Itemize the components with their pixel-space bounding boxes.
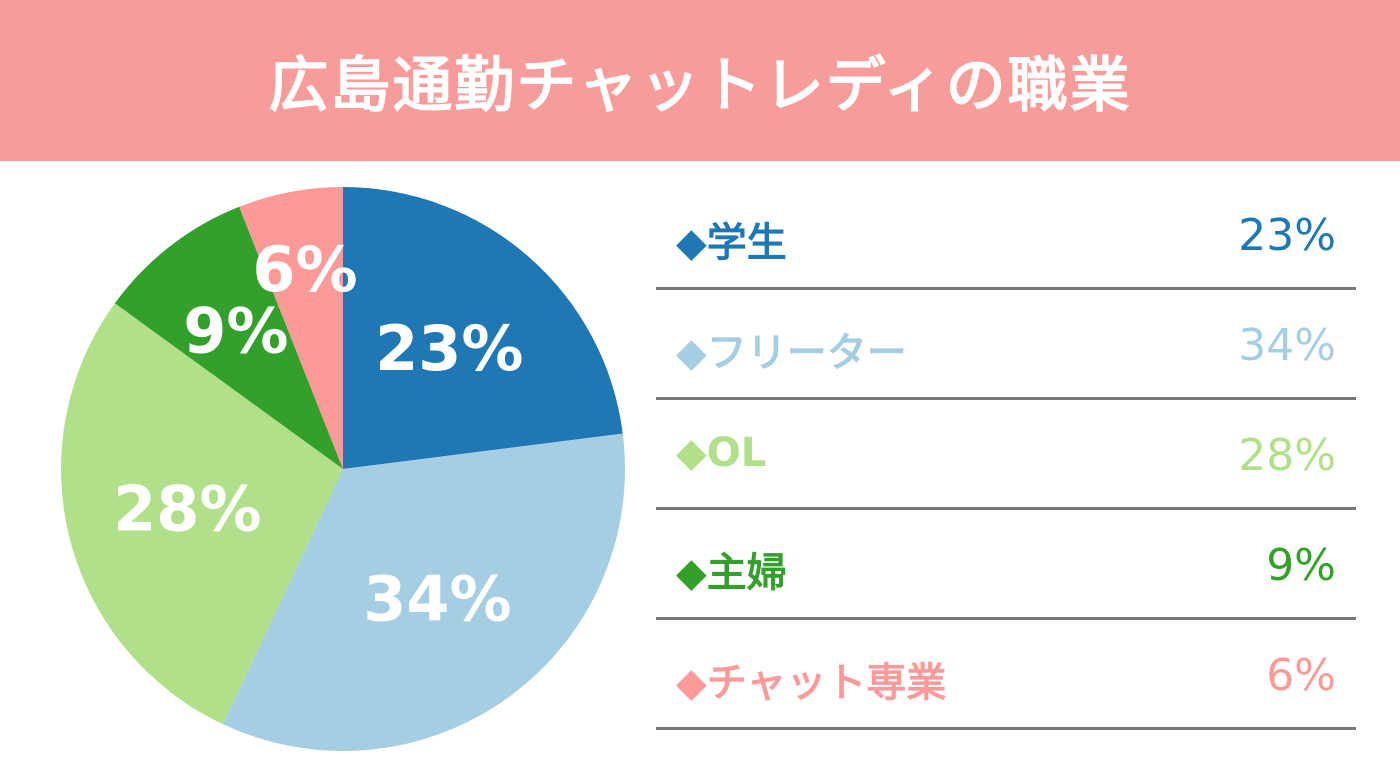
legend-label-housewife: ◆主婦 bbox=[676, 540, 787, 598]
diamond-icon: ◆ bbox=[676, 550, 707, 596]
legend-row-chat-fulltime: ◆チャット専業 6% bbox=[656, 620, 1356, 730]
legend-value-freeter: 34% bbox=[1238, 320, 1336, 371]
diamond-icon: ◆ bbox=[676, 430, 707, 476]
legend-value-student: 23% bbox=[1238, 210, 1336, 261]
legend-label-freeter: ◆フリーター bbox=[676, 320, 907, 378]
legend-name-student: 学生 bbox=[706, 220, 787, 266]
legend-row-student: ◆学生 23% bbox=[656, 180, 1356, 290]
title-banner: 広島通勤チャットレディの職業 bbox=[0, 0, 1400, 161]
legend-row-ol: ◆OL 28% bbox=[656, 400, 1356, 510]
legend-name-ol: OL bbox=[706, 430, 767, 476]
legend-label-student: ◆学生 bbox=[676, 210, 787, 268]
pie-slice-student bbox=[343, 187, 623, 469]
slice-label-chat-fulltime: 6% bbox=[252, 233, 357, 306]
legend-row-housewife: ◆主婦 9% bbox=[656, 510, 1356, 620]
pie-chart: 23% 34% 28% 9%6% bbox=[61, 187, 625, 751]
slice-label-housewife: 9% bbox=[183, 294, 288, 367]
legend-label-chat-fulltime: ◆チャット専業 bbox=[676, 650, 946, 708]
slice-label-ol: 28% bbox=[113, 472, 261, 545]
pie-slice-freeter bbox=[222, 433, 625, 751]
legend-name-housewife: 主婦 bbox=[706, 550, 787, 596]
pie-slice-ol bbox=[61, 303, 343, 725]
diamond-icon: ◆ bbox=[676, 220, 707, 266]
legend: ◆学生 23% ◆フリーター 34% ◆OL 28% ◆主婦 9% ◆チャット専… bbox=[656, 180, 1356, 730]
page-title: 広島通勤チャットレディの職業 bbox=[268, 51, 1132, 121]
pie-slice-chat-fulltime bbox=[239, 187, 343, 469]
legend-value-chat-fulltime: 6% bbox=[1266, 650, 1336, 701]
legend-name-chat-fulltime: チャット専業 bbox=[706, 660, 947, 706]
slice-label-freeter: 34% bbox=[363, 563, 511, 636]
pie-slice-housewife bbox=[114, 206, 343, 469]
legend-row-freeter: ◆フリーター 34% bbox=[656, 290, 1356, 400]
legend-value-housewife: 9% bbox=[1266, 540, 1336, 591]
legend-name-freeter: フリーター bbox=[706, 330, 907, 376]
slice-label-student: 23% bbox=[375, 312, 523, 385]
legend-label-ol: ◆OL bbox=[676, 430, 766, 476]
diamond-icon: ◆ bbox=[676, 330, 707, 376]
legend-value-ol: 28% bbox=[1238, 430, 1336, 481]
diamond-icon: ◆ bbox=[676, 660, 707, 706]
